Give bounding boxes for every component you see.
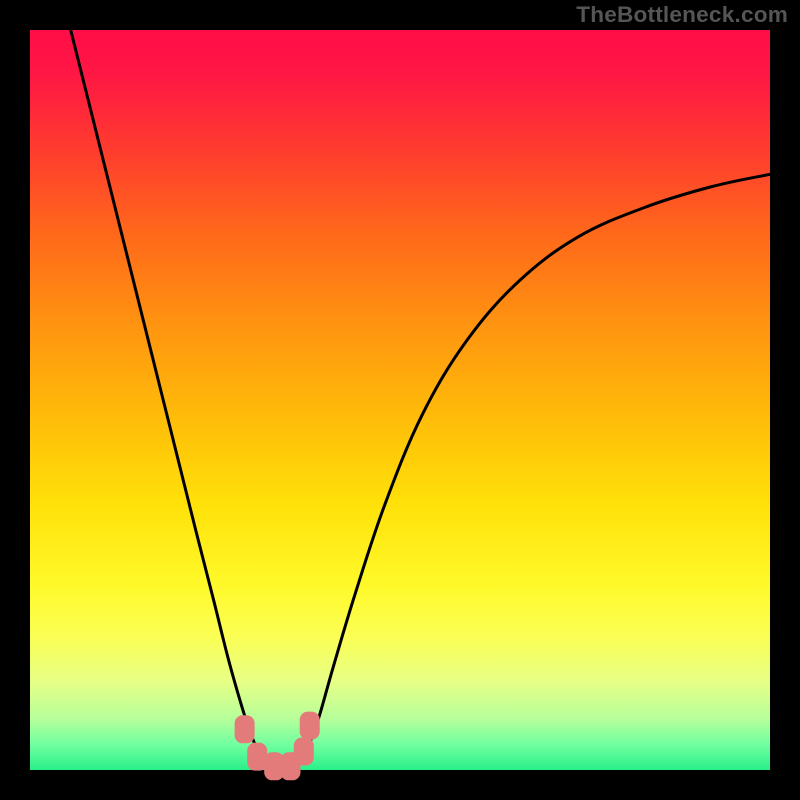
bottleneck-curve-chart bbox=[0, 0, 800, 800]
watermark-text: TheBottleneck.com bbox=[576, 2, 788, 28]
curve-marker bbox=[294, 738, 314, 766]
curve-marker bbox=[235, 715, 255, 743]
curve-marker bbox=[300, 712, 320, 740]
curve-marker bbox=[247, 743, 267, 771]
chart-stage: TheBottleneck.com bbox=[0, 0, 800, 800]
plot-background bbox=[30, 30, 770, 770]
